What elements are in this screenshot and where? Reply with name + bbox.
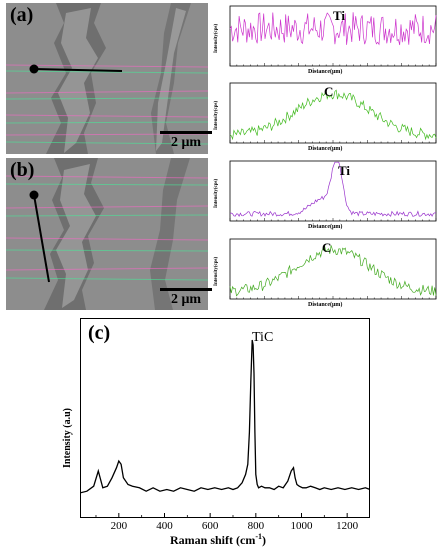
raman-xlabel-main: Raman shift (cm [170, 533, 256, 547]
linescan-b-ti: Ti Distance(μm) Intensity(cps) [212, 158, 438, 231]
raman-frame [80, 318, 370, 518]
panel-label-c: (c) [88, 322, 111, 344]
linescan-b-ti-xlabel: Distance(μm) [308, 224, 343, 230]
linescan-a-c-xlabel: Distance(μm) [308, 146, 343, 152]
raman-ylabel: Intensity (a.u) [62, 407, 73, 468]
scale-bar-line-a [160, 131, 212, 134]
raman-xlabel-sup: -1 [255, 532, 262, 541]
raman-xlabel: Raman shift (cm-1) [170, 532, 266, 548]
linescan-b-ti-ylabel: Intensity(cps) [214, 178, 219, 208]
linescan-trace [229, 161, 437, 217]
scan-line-a [29, 64, 123, 74]
scale-bar-text-a: 2 μm [170, 135, 202, 150]
linescan-frame [229, 160, 437, 222]
sem-texture-b [6, 158, 208, 310]
raman-xtick-label: 1200 [336, 520, 359, 532]
scale-bar-a: 2 μm [160, 131, 212, 153]
linescan-b-ti-plot [229, 160, 437, 222]
raman-xtick-label: 200 [110, 520, 128, 532]
raman-xtick-label: 400 [156, 520, 173, 532]
linescan-a-ti-element: Ti [333, 8, 346, 23]
linescan-trace [229, 12, 437, 46]
linescan-b-c-plot [229, 238, 437, 300]
linescan-a-ti-ylabel: Intensity(cps) [214, 23, 219, 53]
linescan-b-ti-element: Ti [338, 163, 351, 178]
linescan-b-c: C Distance(μm) Intensity(cps) [212, 236, 438, 309]
linescan-frame [229, 238, 437, 300]
linescan-trace [229, 89, 437, 141]
linescan-a-c-plot [229, 82, 437, 144]
linescan-a-c: C Distance(μm) Intensity(cps) [212, 80, 438, 153]
raman-xlabel-close: ) [262, 533, 266, 547]
raman-xtick-label: 600 [201, 520, 219, 532]
scale-bar-line-b [160, 288, 212, 291]
scan-line-b [29, 190, 50, 283]
scale-bar-text-b: 2 μm [170, 292, 202, 307]
panel-label-b: (b) [10, 159, 35, 181]
linescan-a-ti-xlabel: Distance(μm) [308, 69, 343, 75]
linescan-a-c-ylabel: Intensity(cps) [214, 100, 219, 130]
raman-xtick-label: 1000 [290, 520, 313, 532]
raman-annotation-tic: TiC [252, 330, 274, 345]
linescan-a-ti: Ti Distance(μm) Intensity(cps) [212, 3, 438, 76]
linescan-a-ti-plot [229, 5, 437, 67]
raman-xtick-label: 800 [247, 520, 265, 532]
linescan-a-c-element: C [324, 84, 334, 99]
linescan-b-c-xlabel: Distance(μm) [308, 302, 343, 308]
linescan-b-c-ylabel: Intensity(cps) [214, 256, 219, 286]
panel-label-a: (a) [10, 4, 34, 26]
linescan-b-c-element: C [322, 240, 332, 255]
raman-chart [79, 318, 371, 518]
raman-plot [79, 318, 371, 518]
scale-bar-b: 2 μm [160, 288, 212, 310]
sem-image-a [6, 3, 208, 154]
sem-image-b [6, 158, 208, 310]
linescan-trace [229, 245, 437, 297]
sem-texture-a [6, 3, 208, 154]
raman-series-line [79, 339, 371, 494]
